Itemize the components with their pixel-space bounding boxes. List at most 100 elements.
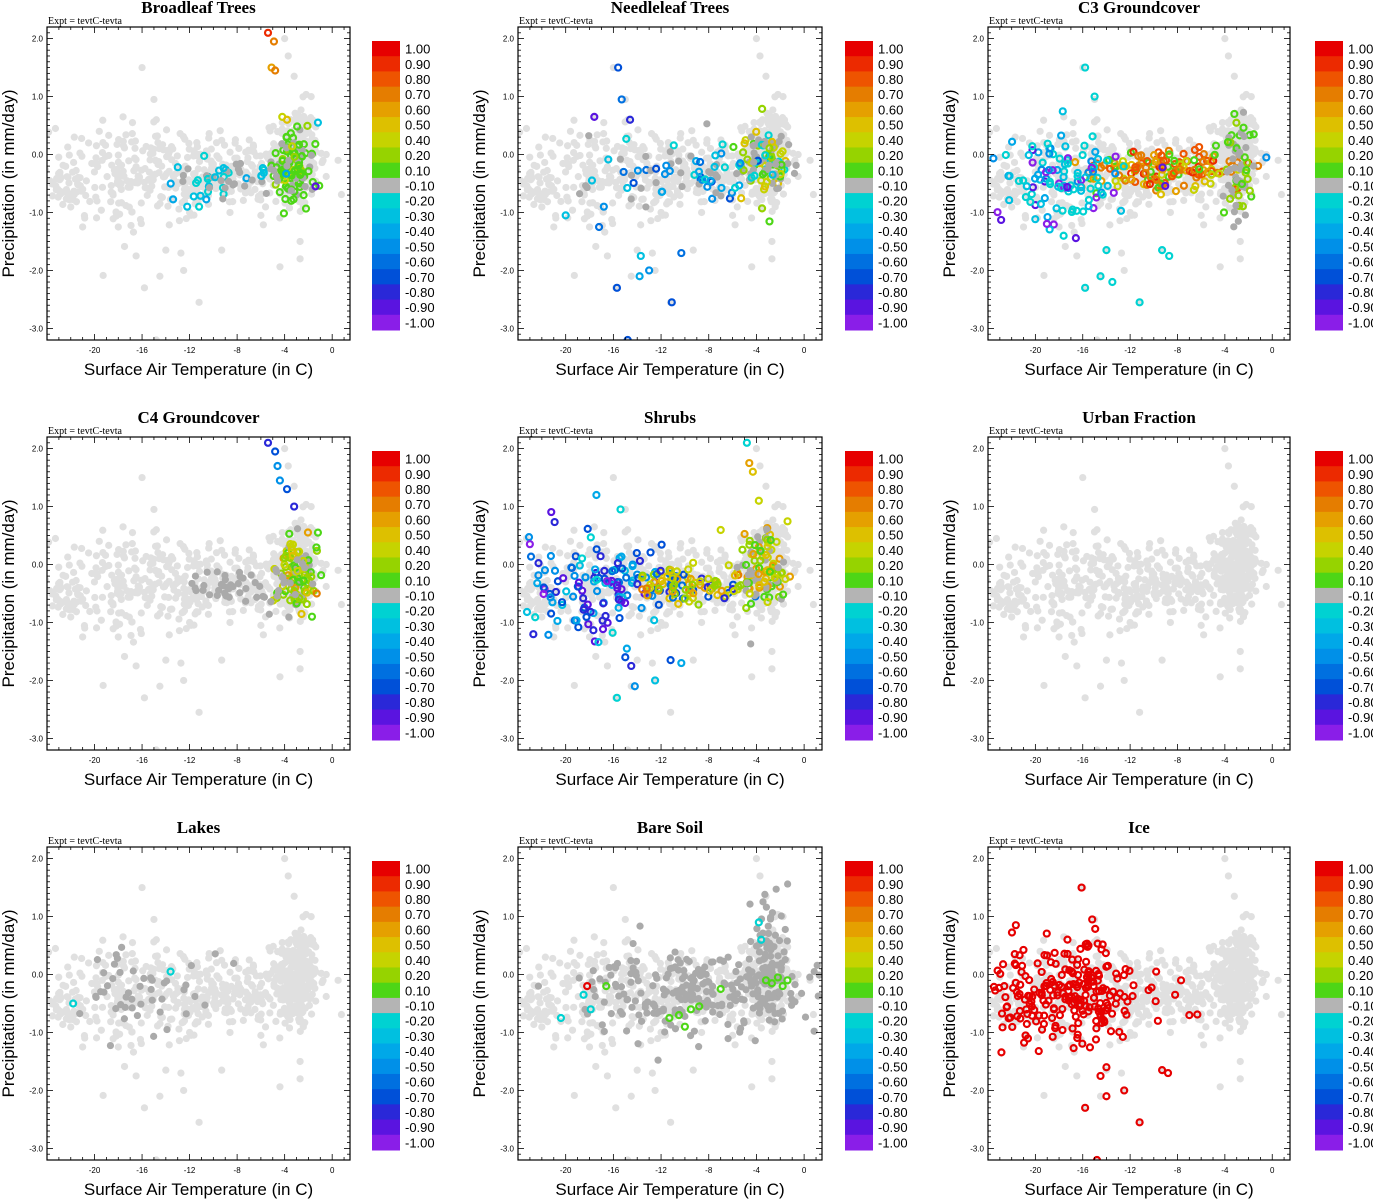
- background-point: [780, 541, 788, 549]
- colorbar-segment: [372, 177, 400, 194]
- background-point: [22, 155, 29, 162]
- background-point: [169, 172, 178, 180]
- background-point: [504, 128, 511, 135]
- colorbar-segment: [372, 147, 400, 164]
- background-point: [65, 151, 73, 159]
- y-tick-label: -1.0: [970, 208, 984, 217]
- background-point: [34, 630, 41, 637]
- data-point: [612, 283, 622, 292]
- data-point: [242, 584, 250, 593]
- background-point: [59, 610, 67, 619]
- background-point: [105, 561, 113, 570]
- data-point: [279, 209, 288, 218]
- background-point: [88, 569, 96, 578]
- data-point: [575, 190, 584, 198]
- colorbar-label: 0.20: [878, 148, 903, 163]
- background-point: [92, 603, 100, 611]
- background-point: [1116, 217, 1124, 225]
- colorbar-segment: [1315, 162, 1343, 179]
- background-point: [748, 263, 756, 271]
- data-point: [283, 162, 291, 170]
- background-point: [226, 208, 234, 217]
- data-point: [1215, 169, 1224, 178]
- data-point: [1071, 234, 1080, 243]
- data-point: [1237, 179, 1247, 189]
- background-point: [78, 562, 86, 570]
- background-point: [570, 183, 578, 191]
- colorbar-label: 1.00: [1348, 42, 1373, 57]
- data-point: [1182, 157, 1191, 166]
- background-point: [1277, 190, 1286, 199]
- background-point: [603, 137, 611, 145]
- background-point: [755, 192, 763, 200]
- background-point: [33, 538, 40, 545]
- data-point: [1057, 131, 1066, 140]
- background-point: [94, 163, 102, 171]
- background-point: [728, 211, 737, 219]
- colorbar-label: 0.60: [1348, 102, 1373, 117]
- background-point: [651, 266, 659, 275]
- data-point: [617, 95, 626, 104]
- colorbar-segment: [845, 269, 873, 285]
- background-point: [165, 221, 173, 229]
- background-point: [270, 550, 278, 558]
- background-point: [588, 162, 596, 170]
- data-point: [1141, 168, 1150, 178]
- data-point: [1103, 181, 1112, 190]
- background-point: [56, 578, 64, 586]
- background-point: [92, 142, 101, 150]
- background-point: [246, 557, 254, 565]
- background-point: [99, 526, 107, 534]
- colorbar-segment: [372, 451, 400, 467]
- colorbar-segment: [372, 496, 400, 513]
- background-point: [737, 599, 746, 607]
- data-point: [311, 139, 320, 149]
- background-point: [1236, 255, 1244, 263]
- data-point: [1234, 217, 1242, 225]
- data-point: [271, 149, 280, 158]
- y-axis-label: Precipitation (in mm/day): [470, 89, 489, 277]
- data-point: [662, 161, 671, 170]
- background-point: [177, 659, 185, 667]
- data-point: [273, 592, 281, 600]
- background-point: [1108, 195, 1116, 203]
- background-point: [193, 139, 201, 147]
- background-point: [131, 144, 139, 152]
- background-point: [257, 621, 265, 629]
- background-point: [190, 170, 198, 178]
- background-point: [95, 127, 103, 135]
- background-point: [530, 200, 538, 209]
- data-point: [173, 163, 182, 172]
- background-point: [183, 563, 192, 572]
- background-point: [307, 92, 315, 101]
- background-point: [296, 617, 304, 625]
- background-point: [604, 177, 612, 186]
- data-point: [677, 169, 685, 177]
- background-point: [1038, 206, 1046, 214]
- data-point: [667, 298, 676, 307]
- background-point: [647, 130, 656, 138]
- background-point: [137, 199, 145, 207]
- background-point: [183, 153, 192, 162]
- background-point: [1078, 199, 1086, 207]
- data-point: [241, 182, 249, 190]
- background-point: [156, 682, 164, 690]
- data-point: [1119, 162, 1128, 171]
- data-point: [660, 169, 670, 179]
- background-point: [155, 579, 163, 587]
- background-point: [794, 150, 802, 159]
- colorbar-segment: [1315, 132, 1343, 148]
- background-point: [175, 627, 184, 635]
- x-axis-label: Surface Air Temperature (in C): [84, 360, 313, 379]
- background-point: [105, 131, 113, 139]
- colorbar-segment: [372, 238, 400, 255]
- background-point: [1248, 170, 1256, 178]
- background-point: [132, 662, 140, 670]
- background-point: [36, 584, 43, 591]
- background-point: [1069, 118, 1077, 127]
- background-point: [1146, 129, 1154, 138]
- data-point: [311, 182, 320, 191]
- data-point: [308, 185, 316, 193]
- background-point: [176, 130, 184, 138]
- background-point: [322, 582, 330, 591]
